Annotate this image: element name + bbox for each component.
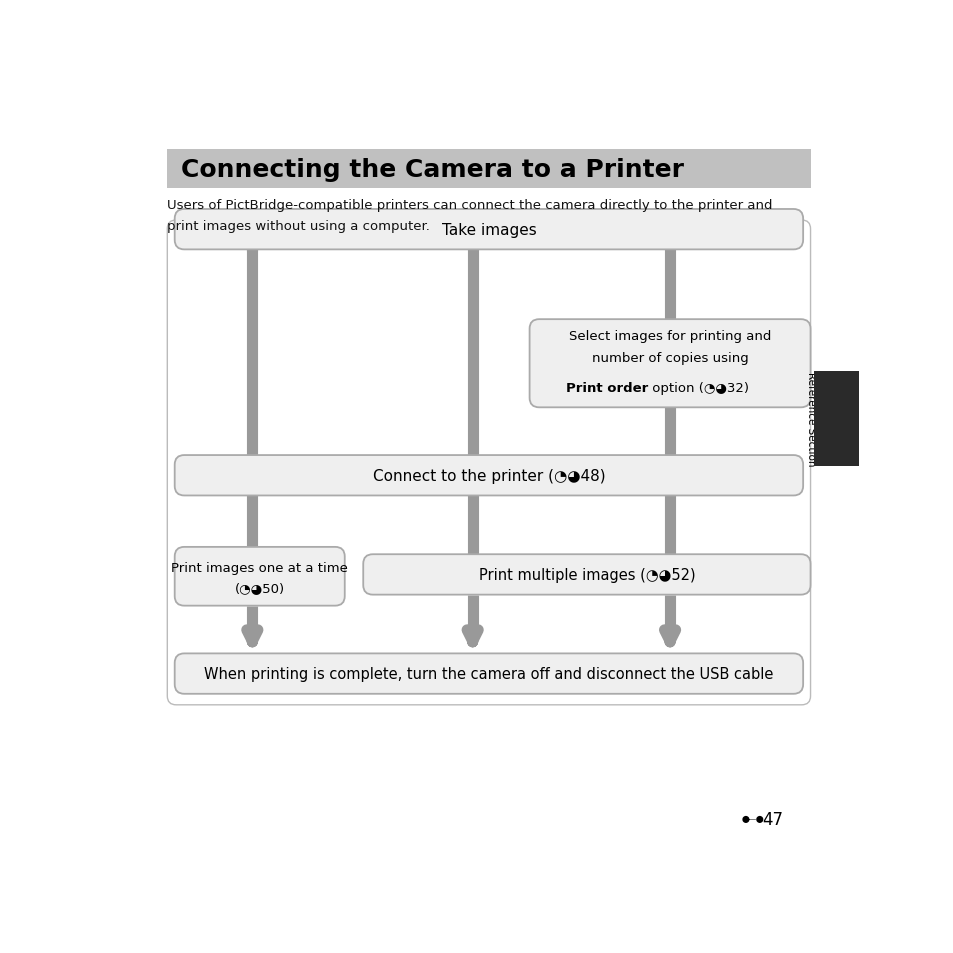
Text: Select images for printing and: Select images for printing and <box>568 329 770 342</box>
FancyBboxPatch shape <box>174 210 802 250</box>
Text: ⬤―⬤: ⬤―⬤ <box>741 815 763 822</box>
Text: Take images: Take images <box>441 222 536 237</box>
Text: Print multiple images (◔◕52): Print multiple images (◔◕52) <box>478 567 695 582</box>
Text: Reference Section: Reference Section <box>804 372 815 466</box>
FancyBboxPatch shape <box>174 456 802 496</box>
Text: Print images one at a time: Print images one at a time <box>172 561 348 575</box>
Text: When printing is complete, turn the camera off and disconnect the USB cable: When printing is complete, turn the came… <box>204 666 773 681</box>
Text: 47: 47 <box>761 810 782 828</box>
Text: Connecting the Camera to a Printer: Connecting the Camera to a Printer <box>180 157 683 181</box>
Text: Users of PictBridge-compatible printers can connect the camera directly to the p: Users of PictBridge-compatible printers … <box>167 199 772 212</box>
FancyBboxPatch shape <box>167 151 810 189</box>
Text: Connect to the printer (◔◕48): Connect to the printer (◔◕48) <box>373 468 604 483</box>
FancyBboxPatch shape <box>813 372 858 467</box>
Text: number of copies using: number of copies using <box>591 352 748 364</box>
FancyBboxPatch shape <box>174 654 802 694</box>
Text: option (◔◕32): option (◔◕32) <box>647 382 748 395</box>
FancyBboxPatch shape <box>363 555 810 595</box>
FancyBboxPatch shape <box>174 547 344 606</box>
Text: print images without using a computer.: print images without using a computer. <box>167 219 430 233</box>
FancyBboxPatch shape <box>529 320 810 408</box>
Text: (◔◕50): (◔◕50) <box>234 582 285 595</box>
FancyBboxPatch shape <box>167 221 810 705</box>
Text: Print order: Print order <box>565 382 647 395</box>
